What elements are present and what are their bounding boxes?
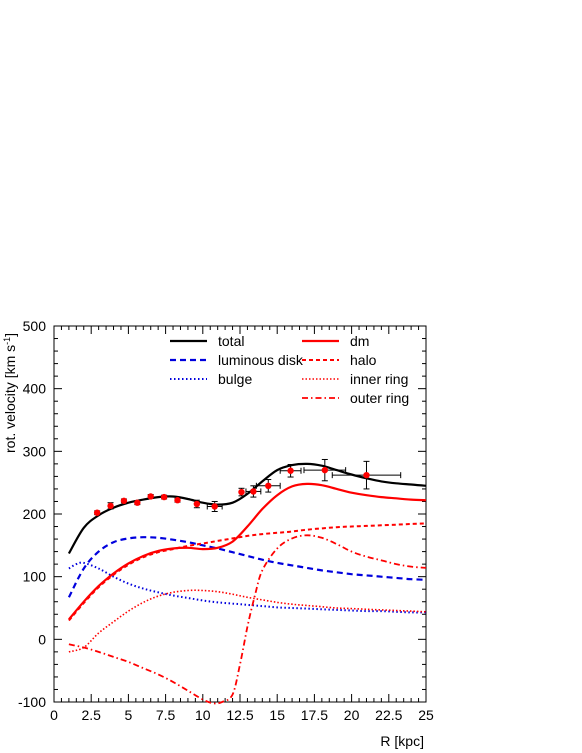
data-point	[134, 499, 141, 506]
legend-entry-total: total	[170, 333, 244, 349]
legend-entry-outer-ring: outer ring	[302, 390, 409, 406]
data-point-marker	[160, 493, 168, 501]
data-point-marker	[120, 497, 128, 505]
data-point-marker	[265, 482, 272, 489]
y-axis-title-end: ]	[2, 333, 18, 337]
y-tick-label: 200	[23, 506, 47, 522]
data-point	[193, 499, 201, 509]
x-tick-label: 2.5	[81, 707, 101, 723]
x-tick-label: 15	[269, 707, 285, 723]
legend-label: dm	[350, 333, 369, 349]
x-tick-label: 0	[50, 707, 58, 723]
y-tick-label: 0	[38, 631, 46, 647]
series-bulge-line	[68, 561, 427, 614]
y-axis-title-superscript: -1	[2, 337, 12, 345]
x-tick-label: 12.5	[226, 707, 253, 723]
legend-label: outer ring	[350, 390, 409, 406]
data-point-marker	[250, 488, 257, 495]
y-tick-labels: -100 0 100 200 300 400 500	[18, 318, 46, 710]
legend-entry-luminous-disk: luminous disk	[170, 352, 304, 368]
legend-entry-bulge: bulge	[170, 371, 252, 387]
data-point	[331, 460, 402, 490]
x-tick-label: 17.5	[301, 707, 328, 723]
x-tick-label: 5	[125, 707, 133, 723]
data-point-marker	[93, 509, 101, 516]
x-tick-label: 7.5	[156, 707, 176, 723]
data-point-marker	[107, 502, 114, 510]
data-point	[206, 500, 223, 512]
legend-label: luminous disk	[218, 352, 304, 368]
data-point	[279, 463, 302, 478]
legend-label: inner ring	[350, 371, 408, 387]
data-point-marker	[134, 499, 141, 506]
legend-entry-halo: halo	[302, 352, 377, 368]
series-dm-line	[68, 482, 427, 621]
data-point	[174, 497, 181, 504]
x-tick-label: 25	[418, 707, 434, 723]
legend-label: bulge	[218, 371, 252, 387]
y-tick-label: 300	[23, 443, 47, 459]
data-point-marker	[147, 493, 154, 500]
data-point	[147, 493, 154, 500]
model-curves	[67, 462, 427, 705]
data-point	[255, 479, 281, 493]
y-tick-label: 500	[23, 318, 47, 334]
data-point-marker	[193, 500, 201, 508]
data-point-marker	[211, 503, 218, 510]
observed-data-points	[93, 458, 402, 516]
data-point	[245, 485, 262, 498]
x-tick-label: 20	[344, 707, 360, 723]
legend-label: halo	[350, 352, 377, 368]
data-point-marker	[321, 466, 329, 474]
data-point	[160, 493, 168, 501]
series-halo-line	[68, 522, 427, 622]
y-tick-label: 100	[23, 569, 47, 585]
data-point-marker	[238, 488, 245, 496]
legend-entry-inner-ring: inner ring	[302, 371, 408, 387]
axis-ticks	[53, 325, 427, 703]
series-inner-ring-line	[68, 589, 427, 653]
legend-label: total	[218, 333, 244, 349]
data-point-marker	[287, 467, 294, 474]
data-point	[107, 502, 114, 510]
x-axis-title: R [kpc]	[380, 733, 424, 749]
x-tick-labels: 0 2.5 5 7.5 10 12.5 15 17.5 20 22.5 25	[50, 707, 434, 723]
x-tick-label: 10	[195, 707, 211, 723]
y-tick-label: -100	[18, 694, 46, 710]
legend-entry-dm: dm	[302, 333, 369, 349]
data-point-marker	[363, 471, 370, 479]
data-point	[238, 487, 245, 497]
data-point	[93, 509, 101, 516]
x-tick-label: 22.5	[375, 707, 402, 723]
series-outer-ring-line	[68, 534, 427, 705]
data-point	[303, 458, 347, 482]
legend: total luminous disk bulge dm halo inner ring o…	[170, 333, 409, 406]
data-point	[120, 497, 128, 505]
data-point-marker	[174, 497, 181, 504]
y-tick-label: 400	[23, 381, 47, 397]
y-axis-title-main: rot. velocity [km s	[2, 345, 18, 453]
y-axis-title: rot. velocity [km s-1]	[2, 333, 18, 453]
